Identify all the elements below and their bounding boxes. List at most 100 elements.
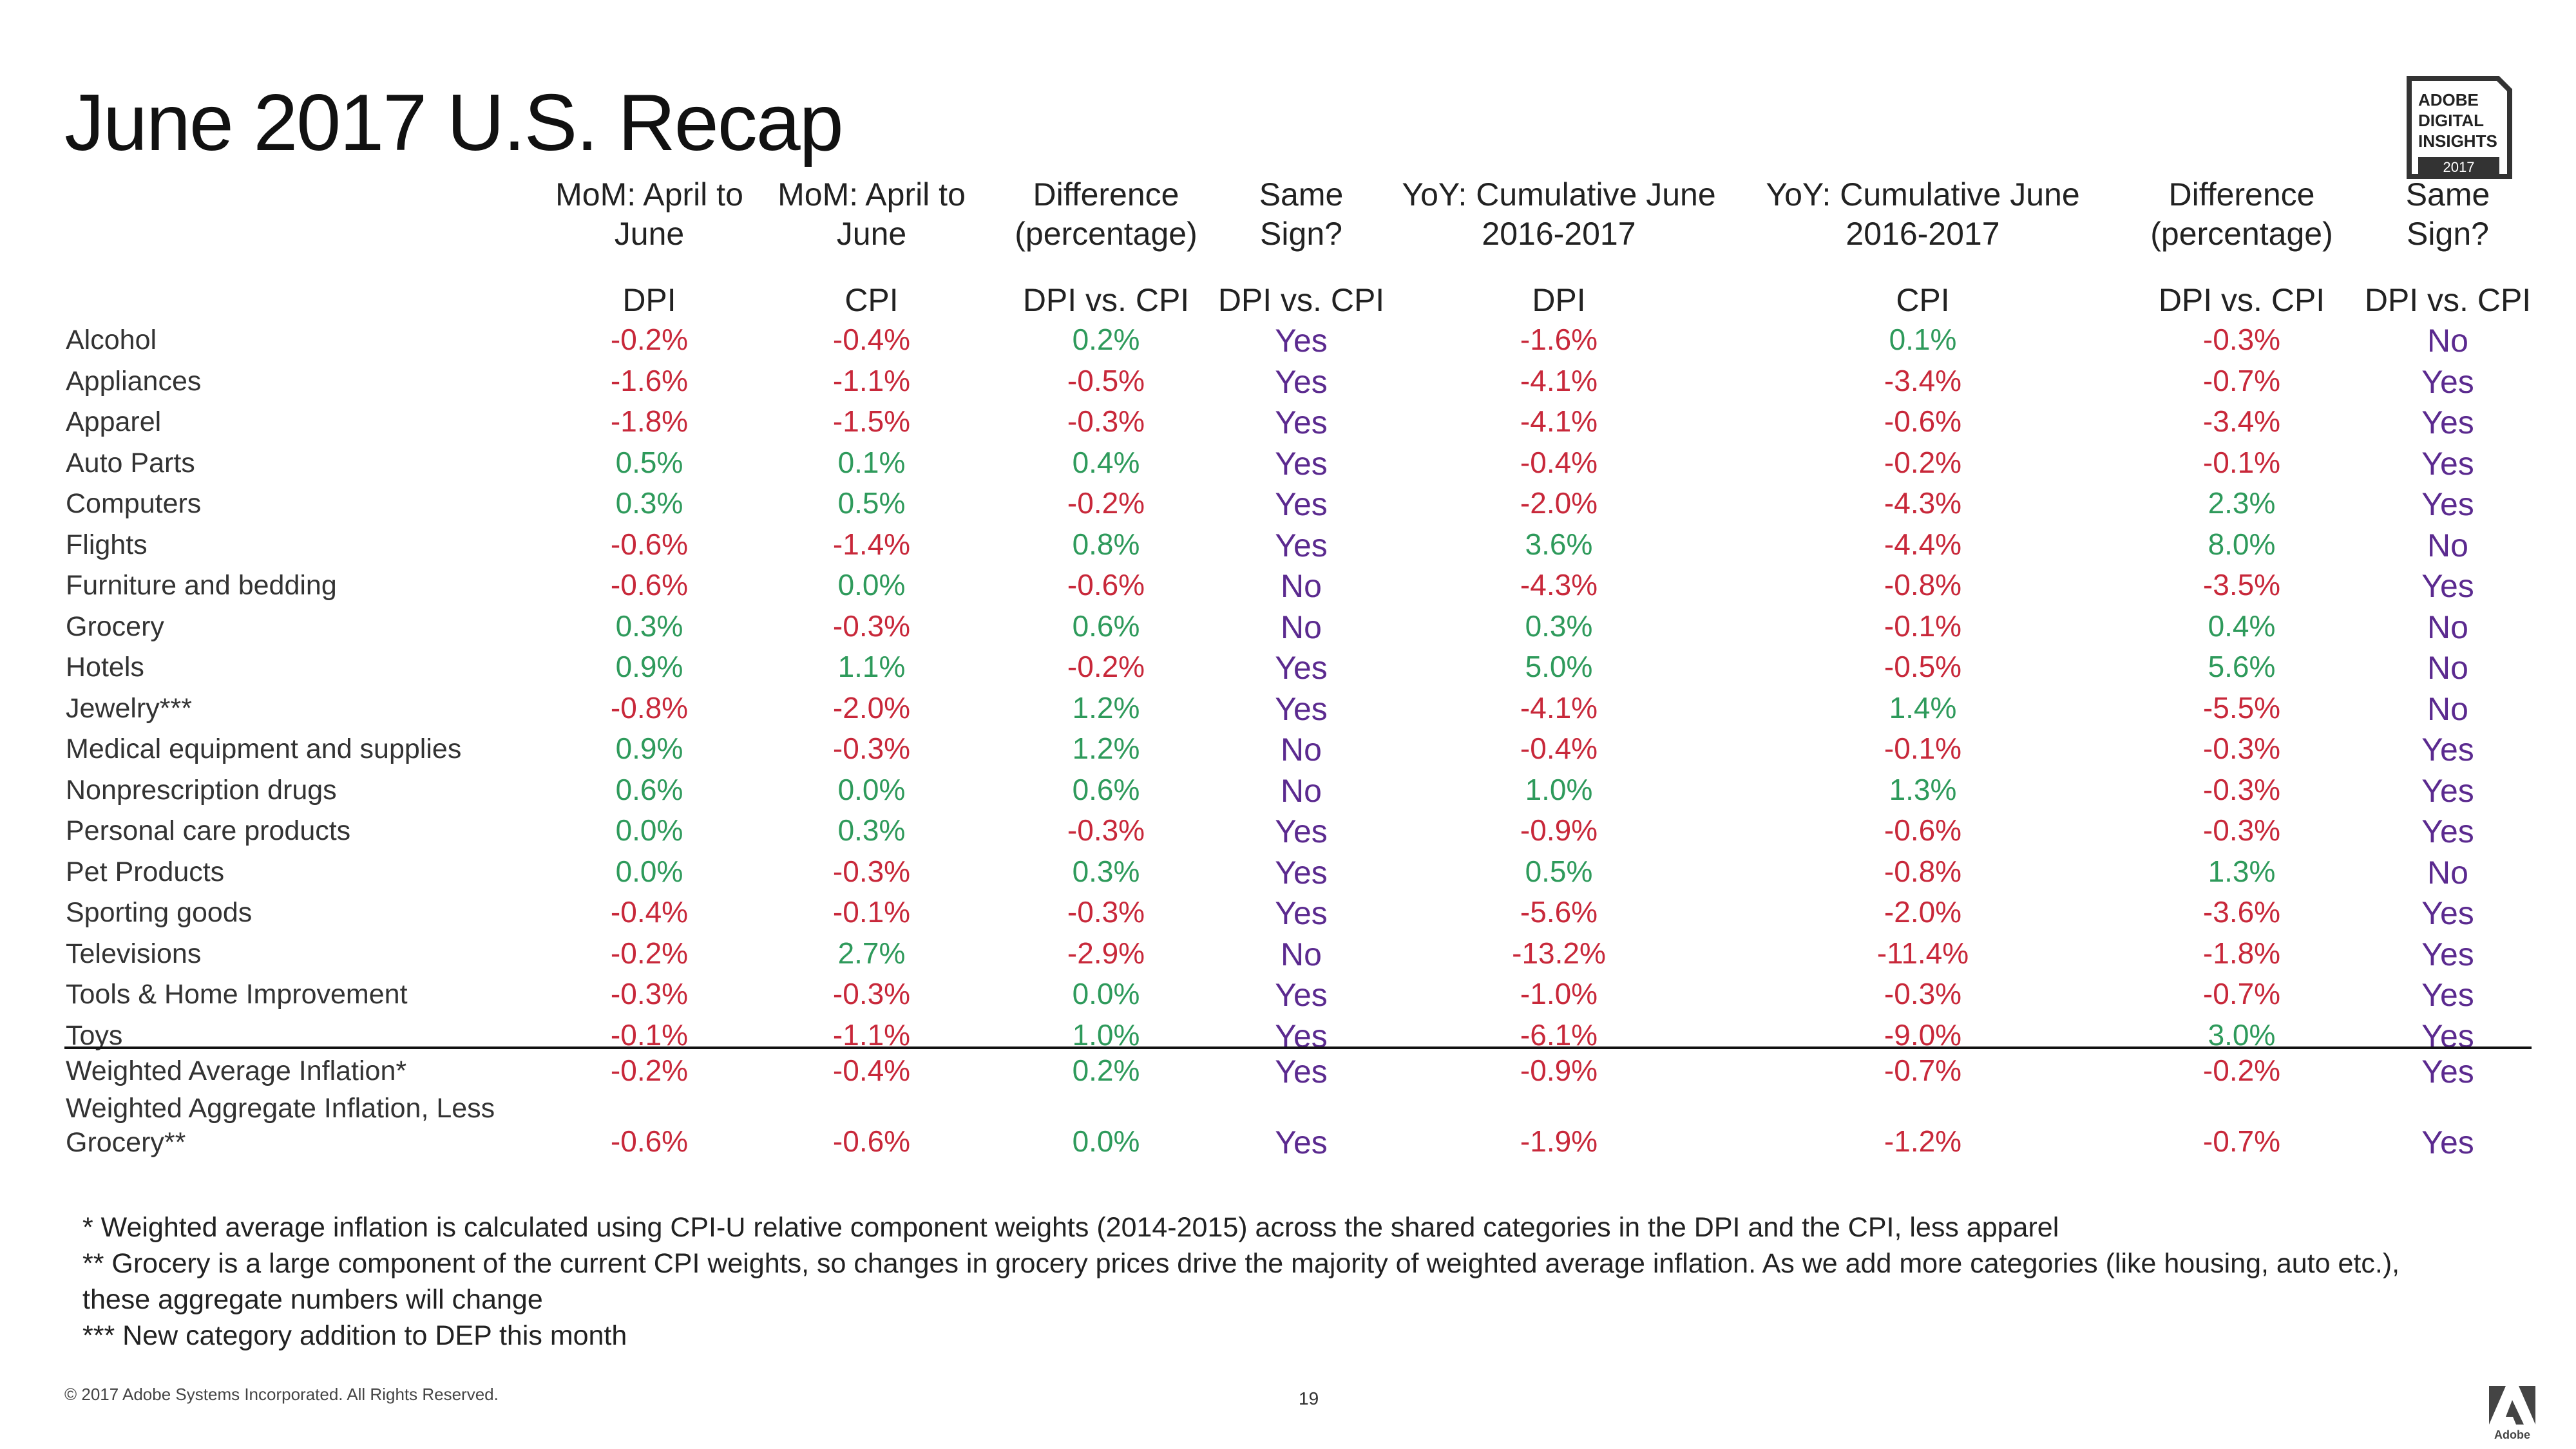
table-cell: -0.9% [1520, 813, 1598, 847]
table-cell: -0.3% [610, 977, 689, 1010]
adobe-logo-icon: Adobe [2489, 1386, 2535, 1441]
table-cell: -0.3% [1067, 813, 1145, 847]
table-cell: -0.4% [610, 895, 689, 929]
table-cell: -4.3% [1520, 568, 1598, 601]
table-cell: 0.0% [615, 854, 683, 888]
table-cell: 3.6% [1525, 527, 1593, 561]
table-cell: -2.0% [1884, 895, 1962, 929]
table-cell: -0.3% [832, 609, 911, 643]
table-cell: 1.3% [1889, 772, 1957, 806]
column-header-5: YoY: Cumulative June 2016-2017 [1402, 175, 1715, 254]
table-cell: 0.3% [615, 609, 683, 643]
table-cell: -0.6% [610, 527, 689, 561]
badge-icon: ADOBE DIGITAL INSIGHTS 2017 [2407, 76, 2512, 179]
row-label: Toys [66, 1019, 123, 1051]
column-header-2: MoM: April to June [778, 175, 966, 254]
table-cell: Yes [2421, 568, 2474, 604]
summary-cell: -0.4% [832, 1054, 911, 1087]
row-label: Pet Products [66, 856, 225, 887]
footnote-1: * Weighted average inflation is calculat… [82, 1212, 2059, 1243]
table-cell: -0.1% [832, 895, 911, 929]
column-header-line: 2016-2017 [1482, 216, 1636, 252]
column-header-line: (percentage) [2150, 216, 2333, 252]
table-cell: Yes [1275, 445, 1328, 482]
column-header-8: Same Sign? [2406, 175, 2490, 254]
table-cell: -2.0% [1520, 486, 1598, 520]
table-cell: -0.4% [1520, 732, 1598, 765]
column-header-1: MoM: April to June [555, 175, 743, 254]
table-cell: No [1281, 772, 1322, 809]
badge-year: 2017 [2443, 159, 2475, 175]
table-cell: -0.8% [610, 690, 689, 724]
table-cell: No [2427, 854, 2468, 891]
summary-cell: -0.2% [610, 1054, 689, 1087]
table-cell: -0.7% [2202, 363, 2281, 397]
row-label: Computers [66, 488, 202, 519]
adobe-wordmark: Adobe [2494, 1428, 2530, 1441]
table-cell: -0.1% [2202, 445, 2281, 479]
table-cell: Yes [1275, 363, 1328, 400]
column-header-line: Difference [1033, 176, 1179, 213]
table-cell: -3.4% [2202, 404, 2281, 438]
table-cell: 2.3% [2208, 486, 2276, 520]
row-label: Apparel [66, 406, 162, 437]
column-header-line: MoM: April to [555, 176, 743, 213]
table-cell: 0.9% [615, 732, 683, 765]
table-cell: -0.5% [1884, 650, 1962, 683]
column-subheader-8: DPI vs. CPI [2364, 282, 2532, 318]
table-cell: Yes [1275, 527, 1328, 564]
row-label: Sporting goods [66, 897, 253, 928]
badge-line2: DIGITAL [2418, 111, 2484, 130]
table-cell: Yes [1275, 895, 1328, 931]
column-header-line: 2016-2017 [1846, 216, 2000, 252]
row-label: Alcohol [66, 325, 157, 355]
table-cell: 0.5% [1525, 854, 1593, 888]
table-cell: -3.4% [1884, 363, 1962, 397]
table-cell: -3.6% [2202, 895, 2281, 929]
table-cell: -2.9% [1067, 936, 1145, 970]
row-label: Personal care products [66, 815, 351, 846]
table-cell: 0.3% [1072, 854, 1140, 888]
table-cell: -6.1% [1520, 1018, 1598, 1052]
table-cell: Yes [2421, 977, 2474, 1013]
table-cell: -1.6% [610, 363, 689, 397]
table-cell: 0.0% [1072, 977, 1140, 1010]
summary-cell: Yes [1275, 1124, 1328, 1160]
table-cell: -0.6% [1067, 568, 1145, 601]
table-cell: -1.4% [832, 527, 911, 561]
table-cell: -5.5% [2202, 690, 2281, 724]
summary-row-label: Weighted Aggregate Inflation, Less [66, 1093, 495, 1124]
table-cell: 1.0% [1072, 1018, 1140, 1052]
table-cell: -0.7% [2202, 977, 2281, 1010]
table-cell: Yes [1275, 854, 1328, 891]
table-cell: -0.2% [610, 323, 689, 356]
table-cell: -1.1% [832, 1018, 911, 1052]
table-cell: -0.3% [1884, 977, 1962, 1010]
summary-cell: -0.7% [1884, 1054, 1962, 1087]
table-cell: -2.0% [832, 690, 911, 724]
table-cell: 0.0% [837, 568, 906, 601]
table-cell: -0.2% [1067, 650, 1145, 683]
row-label: Televisions [66, 938, 202, 969]
column-subheader-5: DPI [1532, 282, 1586, 318]
table-cell: 2.7% [837, 936, 906, 970]
table-cell: Yes [2421, 732, 2474, 768]
summary-cell: 0.2% [1072, 1054, 1140, 1087]
table-cell: No [1281, 936, 1322, 972]
summary-row-label: Weighted Average Inflation* [66, 1056, 407, 1086]
table-cell: -0.2% [1884, 445, 1962, 479]
column-header-line: YoY: Cumulative June [1402, 176, 1716, 213]
table-cell: -0.4% [1520, 445, 1598, 479]
row-label: Appliances [66, 365, 202, 397]
table-cell: Yes [2421, 445, 2474, 482]
column-subheader-2: CPI [844, 282, 899, 318]
summary-cell: -0.6% [610, 1124, 689, 1158]
table-cell: Yes [1275, 690, 1328, 727]
page-number: 19 [1299, 1388, 1319, 1408]
table-cell: 0.6% [1072, 609, 1140, 643]
table-cell: -0.4% [832, 323, 911, 356]
table-cell: Yes [2421, 404, 2474, 440]
table-cell: 5.6% [2208, 650, 2276, 683]
table-cell: -0.1% [1884, 609, 1962, 643]
adobe-logo: Adobe [2486, 1383, 2538, 1441]
